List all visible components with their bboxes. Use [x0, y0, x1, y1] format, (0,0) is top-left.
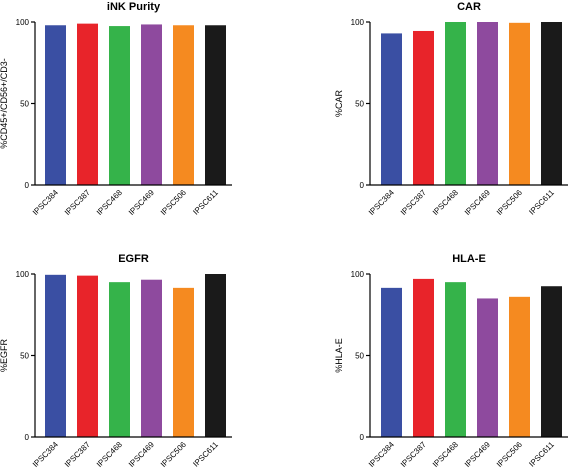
category-label-IPSC384: IPSC384 — [31, 188, 60, 217]
bar-IPSC611 — [541, 286, 562, 437]
category-label-IPSC469: IPSC469 — [463, 188, 492, 217]
y-tick-label-100: 100 — [351, 18, 365, 27]
bar-IPSC611 — [205, 274, 226, 437]
bar-IPSC506 — [173, 25, 194, 186]
category-label-IPSC611: IPSC611 — [527, 440, 556, 469]
y-tick-label-0: 0 — [25, 181, 30, 190]
bar-IPSC611 — [205, 25, 226, 186]
y-tick-label-0: 0 — [360, 433, 365, 442]
category-label-IPSC468: IPSC468 — [95, 188, 124, 217]
bar-IPSC468 — [445, 22, 466, 185]
y-tick-label-100: 100 — [351, 270, 365, 279]
chart-panel-1: iNK Purity %CD45+/CD56+/CD3- 0 50 100 IPSC384… — [0, 1, 232, 217]
y-tick-label-0: 0 — [360, 181, 365, 190]
category-label-IPSC387: IPSC387 — [63, 440, 92, 469]
chart-title: iNK Purity — [107, 1, 161, 13]
chart-title: CAR — [457, 1, 481, 13]
category-label-IPSC506: IPSC506 — [495, 440, 524, 469]
chart-title: HLA-E — [452, 253, 486, 265]
y-axis-label: %CAR — [334, 90, 344, 118]
bar-IPSC468 — [445, 282, 466, 437]
bar-IPSC468 — [109, 282, 130, 437]
bar-IPSC387 — [413, 278, 434, 437]
y-axis-label: %EGFR — [0, 339, 9, 373]
category-label-IPSC506: IPSC506 — [159, 440, 188, 469]
chart-title: EGFR — [118, 253, 149, 265]
bar-IPSC506 — [509, 22, 530, 185]
bar-IPSC611 — [541, 22, 562, 185]
category-label-IPSC468: IPSC468 — [431, 440, 460, 469]
y-tick-label-100: 100 — [16, 18, 30, 27]
bar-IPSC387 — [413, 30, 434, 186]
chart-panel-2: CAR %CAR 0 50 100 IPSC384 IPSC387 IPSC468 IPSC46… — [334, 1, 568, 217]
bar-IPSC506 — [173, 287, 194, 437]
category-label-IPSC611: IPSC611 — [191, 188, 220, 217]
category-label-IPSC468: IPSC468 — [431, 188, 460, 217]
category-label-IPSC611: IPSC611 — [191, 440, 220, 469]
y-tick-label-0: 0 — [25, 433, 30, 442]
bar-IPSC384 — [45, 25, 66, 186]
category-label-IPSC387: IPSC387 — [63, 188, 92, 217]
category-label-IPSC384: IPSC384 — [367, 188, 396, 217]
bar-IPSC469 — [141, 24, 162, 185]
category-label-IPSC506: IPSC506 — [159, 188, 188, 217]
category-label-IPSC387: IPSC387 — [399, 440, 428, 469]
y-axis-label: %HLA-E — [334, 338, 344, 373]
bar-IPSC468 — [109, 26, 130, 186]
bar-IPSC387 — [77, 23, 98, 185]
bar-IPSC469 — [141, 279, 162, 437]
category-label-IPSC384: IPSC384 — [367, 440, 396, 469]
bar-IPSC469 — [477, 22, 498, 185]
category-label-IPSC469: IPSC469 — [463, 440, 492, 469]
category-label-IPSC387: IPSC387 — [399, 188, 428, 217]
bar-IPSC506 — [509, 296, 530, 437]
bar-IPSC387 — [77, 275, 98, 437]
category-label-IPSC384: IPSC384 — [31, 440, 60, 469]
category-label-IPSC506: IPSC506 — [495, 188, 524, 217]
y-tick-label-100: 100 — [16, 270, 30, 279]
bar-IPSC384 — [381, 287, 402, 437]
y-tick-label-50: 50 — [20, 352, 29, 361]
y-tick-label-50: 50 — [20, 100, 29, 109]
y-axis-label: %CD45+/CD56+/CD3- — [0, 58, 9, 149]
y-tick-label-50: 50 — [355, 100, 364, 109]
bar-IPSC384 — [45, 274, 66, 437]
category-label-IPSC469: IPSC469 — [127, 188, 156, 217]
category-label-IPSC468: IPSC468 — [95, 440, 124, 469]
bar-IPSC469 — [477, 298, 498, 437]
y-tick-label-50: 50 — [355, 352, 364, 361]
bar-IPSC384 — [381, 33, 402, 185]
category-label-IPSC469: IPSC469 — [127, 440, 156, 469]
category-label-IPSC611: IPSC611 — [527, 188, 556, 217]
